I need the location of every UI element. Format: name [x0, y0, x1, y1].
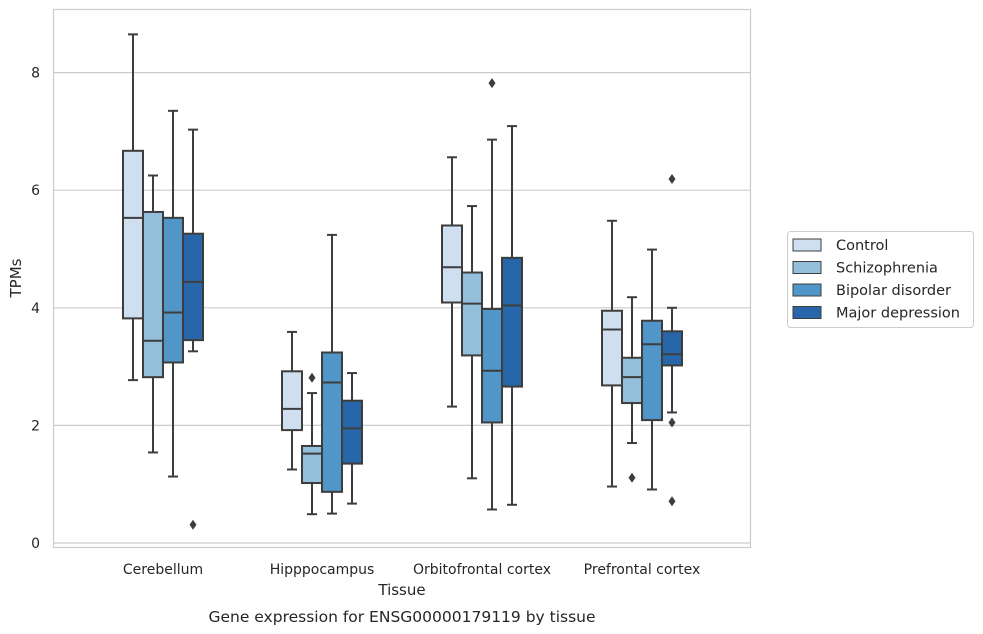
- y-axis-ticks: 0 2 4 6 8: [31, 66, 40, 552]
- legend-label: Schizophrenia: [836, 261, 938, 277]
- legend-frame: [787, 231, 974, 328]
- legend: Control Schizophrenia Bipolar disorder Majo…: [787, 231, 974, 328]
- y-tick-label: 0: [31, 536, 40, 552]
- box-iqr: [441, 224, 463, 304]
- y-tick-label: 8: [31, 66, 40, 82]
- legend-label: Bipolar disorder: [836, 283, 951, 299]
- y-tick-label: 2: [31, 418, 40, 434]
- box-major-depression-2: [501, 125, 523, 506]
- x-axis-title: Tissue: [377, 581, 425, 599]
- outlier-point: [488, 78, 496, 89]
- box-iqr: [601, 309, 623, 387]
- box-series: [122, 33, 683, 530]
- outlier-point: [668, 496, 676, 507]
- legend-swatch: [792, 306, 822, 319]
- legend-label: Major depression: [836, 306, 960, 322]
- box-iqr: [621, 356, 643, 405]
- box-schizophrenia-2: [461, 205, 483, 480]
- x-tick-label: Cerebellum: [123, 562, 203, 578]
- legend-label: Control: [836, 238, 888, 254]
- box-iqr: [461, 271, 483, 357]
- box-bipolar-disorder-0: [162, 109, 184, 478]
- x-axis-ticks: Cerebellum Hipppocampus Orbitofrontal cort…: [123, 562, 700, 578]
- box-iqr: [661, 330, 683, 367]
- legend-swatch: [792, 283, 822, 297]
- legend-swatch: [792, 238, 822, 252]
- outlier-point: [189, 519, 197, 530]
- box-bipolar-disorder-2: [481, 78, 503, 511]
- chart-caption: Gene expression for ENSG00000179119 by t…: [208, 608, 595, 626]
- box-iqr: [281, 370, 303, 432]
- box-iqr: [481, 307, 503, 424]
- box-control-1: [281, 330, 303, 471]
- y-tick-label: 4: [31, 301, 40, 317]
- box-bipolar-disorder-1: [321, 233, 343, 515]
- outlier-point: [628, 472, 636, 483]
- box-major-depression-1: [341, 372, 363, 505]
- box-iqr: [182, 232, 204, 342]
- box-schizophrenia-1: [301, 372, 323, 516]
- outlier-point: [668, 417, 676, 428]
- y-tick-label: 6: [31, 183, 40, 199]
- box-iqr: [142, 210, 164, 379]
- x-tick-label: Orbitofrontal cortex: [413, 562, 551, 578]
- box-schizophrenia-3: [621, 296, 643, 483]
- box-iqr: [321, 351, 343, 493]
- box-bipolar-disorder-3: [641, 248, 663, 491]
- box-iqr: [162, 216, 184, 364]
- box-iqr: [501, 256, 523, 388]
- x-tick-label: Hipppocampus: [270, 562, 375, 578]
- box-iqr: [341, 399, 363, 465]
- box-major-depression-0: [182, 128, 204, 530]
- box-control-0: [122, 33, 144, 382]
- plot-area-frame: [52, 8, 752, 549]
- outlier-point: [668, 174, 676, 185]
- legend-swatch: [792, 261, 822, 274]
- box-iqr: [641, 319, 663, 422]
- outlier-point: [308, 372, 316, 383]
- box-control-2: [441, 156, 463, 408]
- box-control-3: [601, 219, 623, 488]
- y-axis-title: TPMs: [7, 258, 25, 298]
- box-iqr: [122, 149, 144, 320]
- box-major-depression-3: [661, 174, 683, 507]
- box-schizophrenia-0: [142, 174, 164, 454]
- box-iqr: [301, 444, 323, 485]
- x-tick-label: Prefrontal cortex: [584, 562, 701, 578]
